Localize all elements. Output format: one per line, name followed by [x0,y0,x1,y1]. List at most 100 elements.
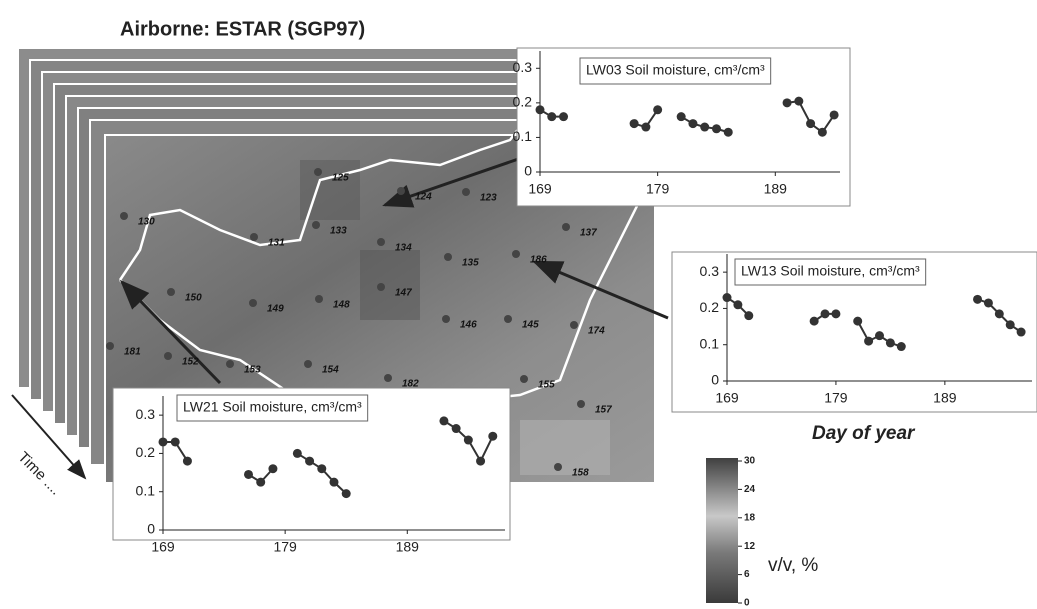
data-point [464,436,473,445]
site-label: 130 [138,217,155,228]
site-label: 147 [395,288,412,299]
x-tick-label: 189 [764,181,788,197]
x-tick-label: 189 [396,539,420,555]
site-label: 150 [185,293,202,304]
data-point [810,317,819,326]
site-dot [444,253,452,261]
data-point [794,97,803,106]
data-point [733,300,742,309]
colorbar-tick-label: 6 [744,569,750,580]
x-tick-label: 179 [824,390,848,406]
site-dot [520,375,528,383]
data-point [875,331,884,340]
y-tick-label: 0.3 [700,263,720,279]
site-dot [314,168,322,176]
x-tick-label: 169 [528,181,552,197]
site-label: 124 [415,192,432,203]
site-dot [504,315,512,323]
data-point [159,437,168,446]
y-tick-label: 0 [711,372,719,388]
data-point [831,309,840,318]
data-point [452,424,461,433]
data-point [821,309,830,318]
site-dot [304,360,312,368]
site-label: 134 [395,243,412,254]
data-point [641,123,650,132]
site-dot [377,283,385,291]
site-dot [562,223,570,231]
y-tick-label: 0 [147,521,155,537]
site-label: 157 [595,405,612,416]
colorbar [706,458,738,603]
site-label: 152 [182,357,199,368]
figure-title: Airborne: ESTAR (SGP97) [120,18,365,40]
x-tick-label: 189 [933,390,957,406]
site-label: 145 [522,320,539,331]
data-point [677,112,686,121]
site-label: 148 [333,300,350,311]
site-dot [554,463,562,471]
x-tick-label: 169 [715,390,739,406]
y-tick-label: 0 [524,163,532,179]
data-point [688,119,697,128]
y-tick-label: 0.1 [700,335,720,351]
site-label: 155 [538,380,555,391]
chart-title: LW21 Soil moisture, cm³/cm³ [183,399,362,415]
data-point [806,119,815,128]
data-point [818,128,827,137]
y-tick-label: 0.3 [136,406,156,422]
y-tick-label: 0.2 [513,94,533,110]
data-point [330,478,339,487]
site-label: 146 [460,320,477,331]
y-tick-label: 0.3 [513,59,533,75]
site-label: 149 [267,304,284,315]
data-point [317,464,326,473]
y-tick-label: 0.1 [136,482,156,498]
data-point [744,311,753,320]
y-tick-label: 0.2 [700,299,720,315]
data-point [973,295,982,304]
data-point [488,432,497,441]
data-point [783,98,792,107]
site-dot [106,342,114,350]
site-dot [226,360,234,368]
colorbar-tick-label: 18 [744,512,756,523]
site-dot [397,187,405,195]
site-label: 154 [322,365,339,376]
colorbar-label: v/v, % [768,555,818,576]
site-dot [250,233,258,241]
data-point [183,457,192,466]
data-point [256,478,265,487]
data-point [723,293,732,302]
site-dot [577,400,585,408]
chart-title: LW13 Soil moisture, cm³/cm³ [741,263,920,279]
page: Airborne: ESTAR (SGP97) 1251241231301311… [0,0,1037,609]
data-point [305,457,314,466]
colorbar-tick-label: 12 [744,541,756,552]
data-point [1006,320,1015,329]
site-label: 158 [572,468,589,479]
data-point [268,464,277,473]
data-point [547,112,556,121]
data-point [700,123,709,132]
colorbar-tick-label: 30 [744,456,756,467]
site-label: 137 [580,228,597,239]
data-point [897,342,906,351]
y-tick-label: 0.1 [513,128,533,144]
x-tick-label: 179 [273,539,297,555]
data-point [886,338,895,347]
data-point [244,470,253,479]
site-dot [512,250,520,258]
colorbar-tick-label: 24 [744,484,756,495]
site-label: 174 [588,326,605,337]
site-dot [462,188,470,196]
time-label: Time .... [14,449,64,499]
site-label: 153 [244,365,261,376]
data-point [342,489,351,498]
site-label: 186 [530,255,547,266]
data-point [171,437,180,446]
site-label: 133 [330,226,347,237]
site-dot [167,288,175,296]
site-dot [384,374,392,382]
site-label: 135 [462,258,479,269]
